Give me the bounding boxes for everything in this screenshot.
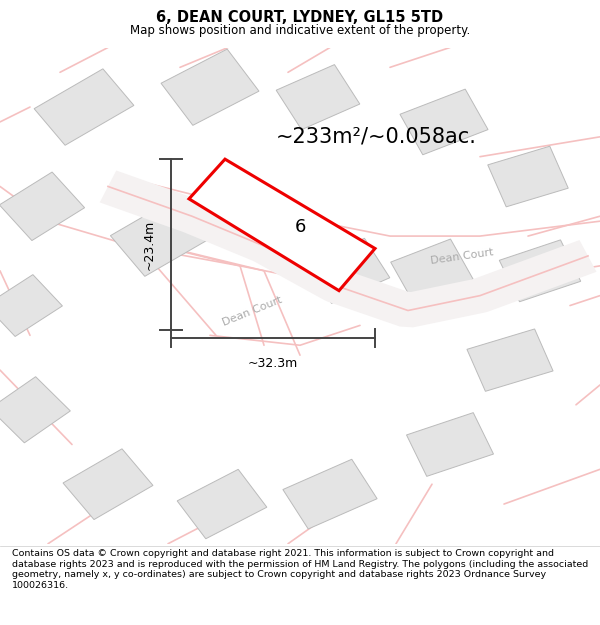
Polygon shape [407,412,493,476]
Text: 6: 6 [295,218,305,236]
Polygon shape [283,459,377,529]
Polygon shape [34,69,134,145]
Polygon shape [177,469,267,539]
Text: Map shows position and indicative extent of the property.: Map shows position and indicative extent… [130,24,470,37]
Polygon shape [100,171,596,328]
Text: ~23.4m: ~23.4m [143,219,156,270]
Polygon shape [0,377,70,443]
Text: 6, DEAN COURT, LYDNEY, GL15 5TD: 6, DEAN COURT, LYDNEY, GL15 5TD [157,11,443,26]
Text: ~233m²/~0.058ac.: ~233m²/~0.058ac. [276,127,477,147]
Text: Dean Court: Dean Court [430,248,494,266]
Polygon shape [0,274,62,336]
Polygon shape [306,238,390,303]
Text: ~32.3m: ~32.3m [248,357,298,369]
Polygon shape [0,172,85,241]
Polygon shape [499,240,581,302]
Polygon shape [110,196,214,276]
Text: Contains OS data © Crown copyright and database right 2021. This information is : Contains OS data © Crown copyright and d… [12,549,588,589]
Polygon shape [467,329,553,391]
Text: Dean Court: Dean Court [221,295,283,328]
Polygon shape [488,146,568,207]
Polygon shape [63,449,153,519]
Polygon shape [400,89,488,155]
Polygon shape [189,159,375,291]
Polygon shape [276,64,360,129]
Polygon shape [391,239,473,302]
Polygon shape [161,49,259,126]
